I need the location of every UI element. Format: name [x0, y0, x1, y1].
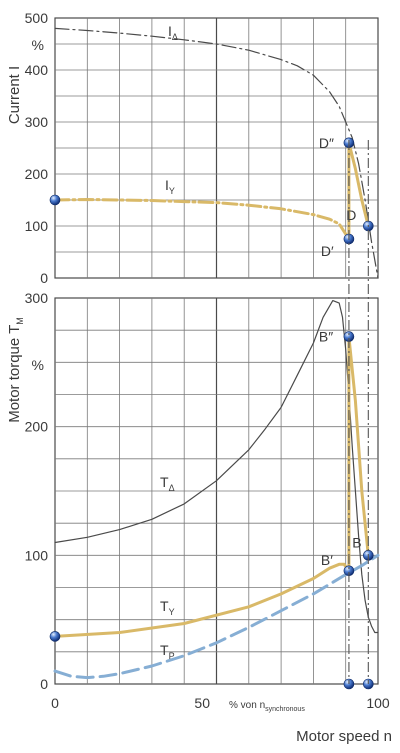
y-tick: 500 [25, 10, 49, 26]
y-tick: 400 [25, 62, 49, 78]
current-curves: IΔ IY [53, 23, 379, 279]
series-label: TΔ [160, 474, 175, 493]
y-tick: 300 [25, 114, 49, 130]
point-label: B″ [319, 329, 333, 345]
torque-plot: TΔ TY TP B″ B′ B 300 200 100 0 [25, 290, 380, 692]
x-axis-label: Motor speed n [296, 728, 392, 745]
y-tick: 300 [25, 290, 49, 306]
current-y-ticks: 500 400 300 200 100 0 [25, 10, 49, 286]
series-line [54, 27, 379, 279]
series-label: TP [160, 642, 175, 661]
series-label: TY [160, 598, 175, 617]
y-tick: 200 [25, 419, 49, 435]
y-tick: 200 [25, 166, 49, 182]
point-label: B [352, 534, 361, 550]
y-tick: 100 [25, 547, 49, 563]
series-label: IY [165, 177, 175, 196]
point-label: D″ [319, 135, 334, 151]
data-point [49, 194, 61, 206]
y-tick: 100 [25, 218, 49, 234]
switch-guides [348, 140, 369, 684]
switch-path [347, 141, 370, 239]
current-points: D″ D′ D [49, 135, 374, 259]
current-axis-label: Current I [6, 66, 23, 124]
x-tick-50: 50 [194, 695, 210, 711]
torque-unit: % [32, 357, 44, 373]
torque-axis-label: Motor torque TM [6, 317, 25, 423]
series-label: IΔ [168, 23, 178, 42]
y-tick: 0 [40, 676, 48, 692]
series-line [54, 300, 379, 634]
series-line [53, 562, 351, 638]
point-label: D [346, 207, 356, 223]
x-tick-note: % von nsynchronous [229, 700, 305, 713]
y-tick: 0 [40, 270, 48, 286]
series-line [53, 198, 351, 241]
current-unit: % [32, 37, 44, 53]
point-label: B′ [321, 552, 333, 568]
x-tick-100: 100 [366, 695, 390, 711]
torque-grid [54, 297, 379, 685]
point-label: D′ [321, 243, 334, 259]
current-plot: IΔ IY D″ D′ D 500 400 300 200 100 0 [25, 10, 379, 286]
torque-y-ticks: 300 200 100 0 [25, 290, 49, 692]
data-point [49, 631, 61, 642]
x-tick-0: 0 [51, 695, 59, 711]
series-line [53, 553, 380, 680]
